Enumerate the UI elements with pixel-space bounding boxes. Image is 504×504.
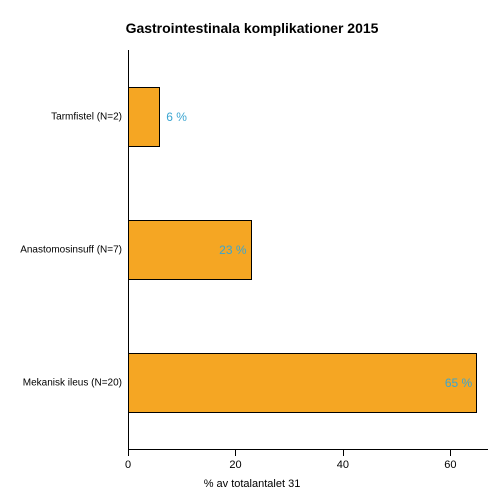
- x-tick: [128, 450, 129, 456]
- x-tick-label: 20: [229, 459, 241, 471]
- bar-value-label: 23 %: [219, 243, 246, 257]
- y-tick-label: Anastomosinsuff (N=7): [20, 245, 122, 256]
- y-tick-label: Tarmfistel (N=2): [51, 111, 122, 122]
- y-tick-label: Mekanisk ileus (N=20): [23, 378, 122, 389]
- chart-title: Gastrointestinala komplikationer 2015: [0, 20, 504, 36]
- x-tick-label: 0: [125, 459, 131, 471]
- chart-container: Gastrointestinala komplikationer 2015 % …: [0, 0, 504, 504]
- bar: [128, 353, 477, 413]
- x-tick: [235, 450, 236, 456]
- bar-value-label: 6 %: [166, 110, 187, 124]
- x-tick: [450, 450, 451, 456]
- x-axis-label: % av totalantalet 31: [0, 478, 504, 490]
- x-tick-label: 40: [337, 459, 349, 471]
- bar: [128, 87, 160, 147]
- bar-value-label: 65 %: [445, 376, 472, 390]
- x-tick: [343, 450, 344, 456]
- x-tick-label: 60: [444, 459, 456, 471]
